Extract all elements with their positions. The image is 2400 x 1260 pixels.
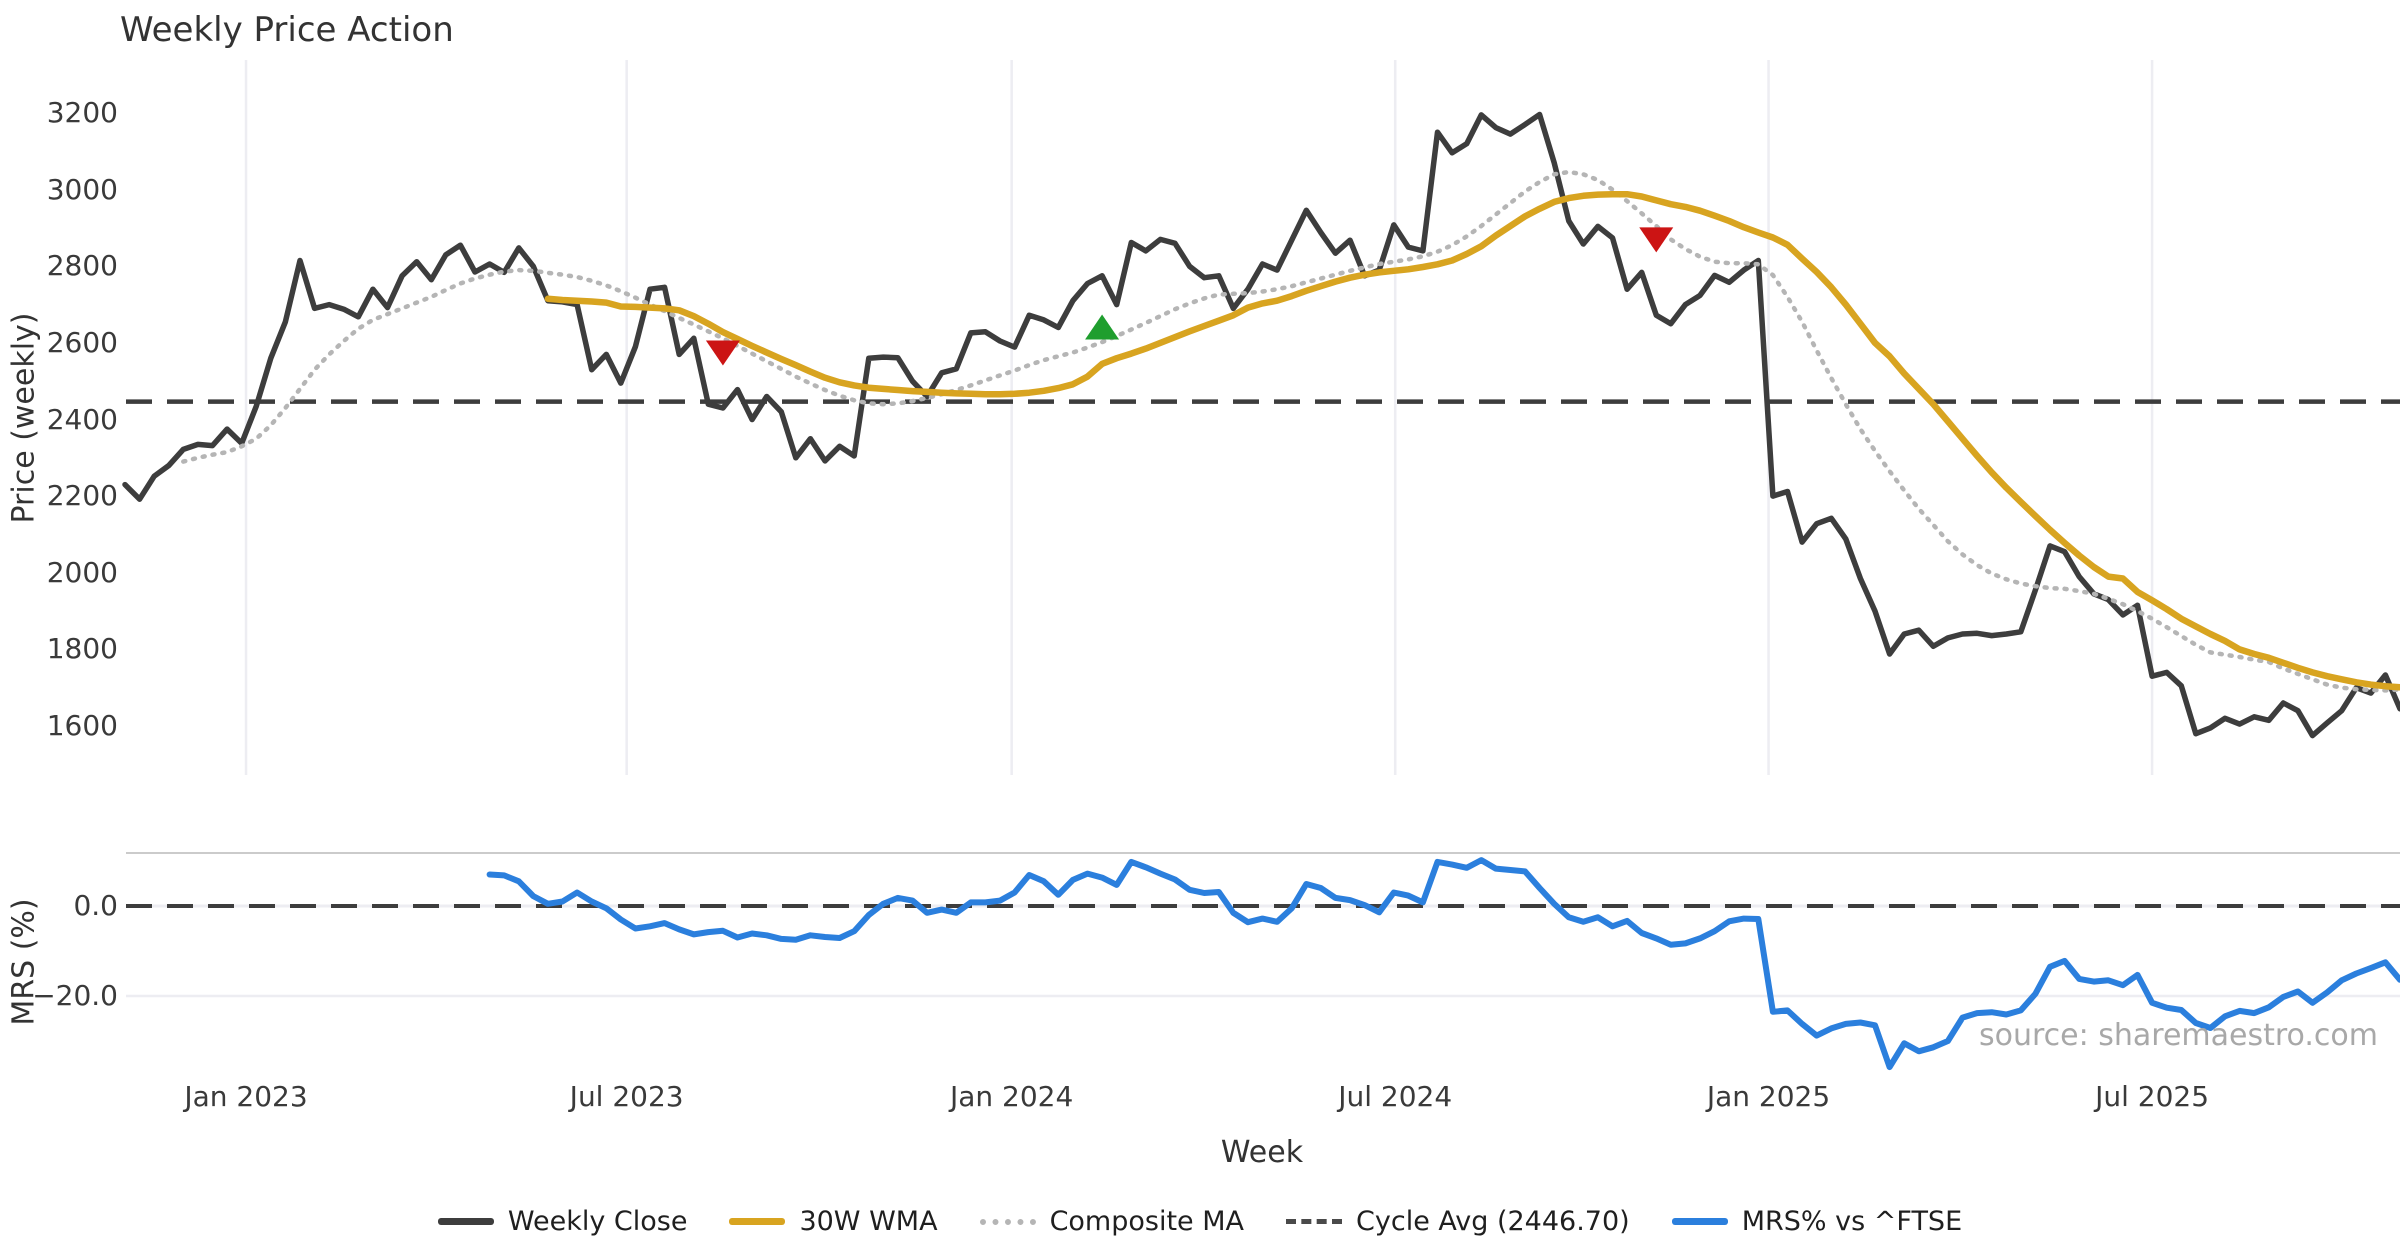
buy-marker-up-icon xyxy=(1085,314,1120,340)
legend-item-30w-wma: 30W WMA xyxy=(729,1206,938,1237)
x-tick-label: Jul 2023 xyxy=(569,1080,684,1113)
composite-ma-line xyxy=(181,169,2400,693)
composite-swatch-icon xyxy=(979,1218,1036,1225)
price-tick-label: 2000 xyxy=(46,555,118,589)
mrs-tick-label: 0.0 xyxy=(73,889,118,922)
price-tick-label: 3000 xyxy=(46,172,118,206)
price-tick-label: 3200 xyxy=(46,96,118,129)
x-tick-label: Jan 2025 xyxy=(1706,1080,1831,1113)
x-tick-label: Jan 2024 xyxy=(949,1080,1074,1113)
mrs-swatch-icon xyxy=(1671,1218,1728,1225)
x-tick-label: Jul 2025 xyxy=(2095,1080,2210,1113)
legend-item-mrs: MRS% vs ^FTSE xyxy=(1671,1206,1963,1237)
cycle-avg-swatch-icon xyxy=(1286,1219,1343,1224)
legend: Weekly Close 30W WMA Composite MA Cycle … xyxy=(0,1206,2400,1237)
price-tick-label: 1800 xyxy=(46,632,118,666)
price-tick-label: 2200 xyxy=(46,479,118,513)
legend-label: 30W WMA xyxy=(799,1206,938,1237)
price-tick-label: 1600 xyxy=(46,709,118,742)
x-tick-label: Jul 2024 xyxy=(1338,1080,1453,1113)
sell-marker-down-icon xyxy=(705,340,740,366)
legend-label: Cycle Avg (2446.70) xyxy=(1356,1206,1630,1237)
legend-item-composite-ma: Composite MA xyxy=(979,1206,1245,1237)
source-note: source: sharemaestro.com xyxy=(1979,1018,2378,1053)
chart-title: Weekly Price Action xyxy=(120,10,454,50)
wma-line xyxy=(544,190,2400,691)
wma-swatch-icon xyxy=(729,1218,786,1225)
weekly-close-swatch-icon xyxy=(437,1218,494,1225)
price-tick-label: 2400 xyxy=(46,402,118,436)
legend-item-weekly-close: Weekly Close xyxy=(437,1206,688,1237)
price-tick-label: 2800 xyxy=(46,249,118,283)
legend-label: MRS% vs ^FTSE xyxy=(1741,1206,1963,1237)
mrs-line xyxy=(486,857,2400,1071)
legend-item-cycle-avg: Cycle Avg (2446.70) xyxy=(1286,1206,1630,1237)
x-axis-label: Week xyxy=(1220,1135,1304,1170)
weekly-close-line xyxy=(122,111,2400,739)
x-tick-label: Jan 2023 xyxy=(184,1080,308,1113)
legend-label: Composite MA xyxy=(1049,1206,1245,1237)
sell-marker-down-icon xyxy=(1639,227,1674,253)
mrs-tick-label: −20.0 xyxy=(32,979,118,1012)
legend-label: Weekly Close xyxy=(507,1206,688,1237)
price-tick-label: 2600 xyxy=(46,325,118,359)
